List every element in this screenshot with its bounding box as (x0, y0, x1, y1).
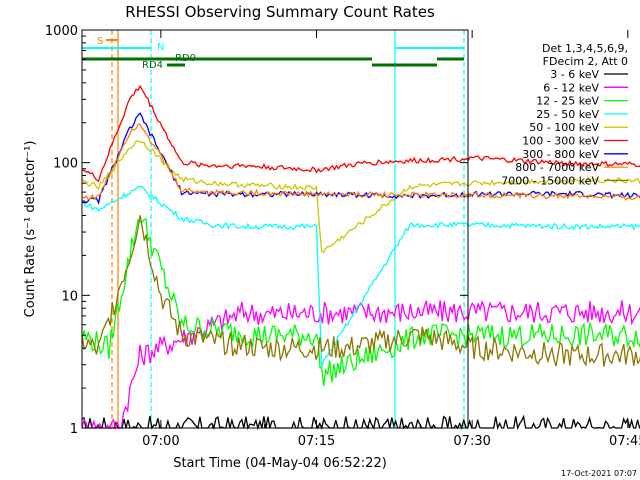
y-tick-label-2: 100 (53, 157, 78, 172)
legend-entry-2: 12 - 25 keV (536, 95, 599, 108)
x-tick-label-3: 07:45 (609, 434, 640, 449)
chart-title: RHESSI Observing Summary Count Rates (125, 3, 435, 21)
x-axis-label: Start Time (04-May-04 06:52:22) (173, 456, 387, 471)
y-axis-label: Count Rate (s⁻¹ detector⁻¹) (23, 141, 38, 318)
series-line-8 (81, 215, 640, 367)
x-tick-label-2: 07:30 (453, 434, 490, 449)
series-line-2 (81, 217, 640, 387)
legend-entry-5: 100 - 300 keV (522, 135, 599, 148)
flag-label-n: N (157, 42, 164, 53)
flag-label-s: S (97, 36, 103, 47)
legend-entry-1: 6 - 12 keV (543, 81, 599, 94)
legend-entry-4: 50 - 100 keV (529, 121, 599, 134)
legend: Det 1,3,4,5,6,9,FDecim 2, Att 03 - 6 keV… (501, 42, 628, 187)
series-line-6 (81, 112, 640, 205)
series-line-5 (81, 84, 640, 183)
x-tick-label-0: 07:00 (142, 434, 179, 449)
timestamp-stamp: 17-Oct-2021 07:07 (561, 469, 637, 478)
flag-label-rd4: RD4 (142, 60, 163, 71)
legend-entry-0: 3 - 6 keV (550, 68, 599, 81)
plot-frame (81, 29, 469, 429)
series-line-0 (81, 414, 640, 431)
x-tick-label-1: 07:15 (298, 434, 335, 449)
y-tick-label-0: 1 (70, 422, 78, 437)
legend-header-0: Det 1,3,4,5,6,9, (542, 42, 628, 55)
series-line-7 (81, 123, 640, 202)
series-line-1 (81, 299, 640, 431)
legend-header-1: FDecim 2, Att 0 (543, 55, 628, 68)
series-lines (81, 84, 640, 431)
series-line-4 (81, 140, 640, 254)
series-line-3 (81, 185, 640, 368)
legend-entry-8: 7000 - 15000 keV (501, 174, 599, 187)
legend-entry-7: 800 - 7000 keV (515, 161, 599, 174)
y-tick-label-1: 10 (61, 289, 78, 304)
flag-label-rd0: RD0 (175, 53, 196, 64)
axis-ticks: 07:0007:1507:3007:4508:0008:1508:3011010… (45, 24, 640, 449)
y-tick-label-3: 1000 (45, 24, 78, 39)
legend-entry-6: 300 - 800 keV (522, 148, 599, 161)
legend-entry-3: 25 - 50 keV (536, 108, 599, 121)
